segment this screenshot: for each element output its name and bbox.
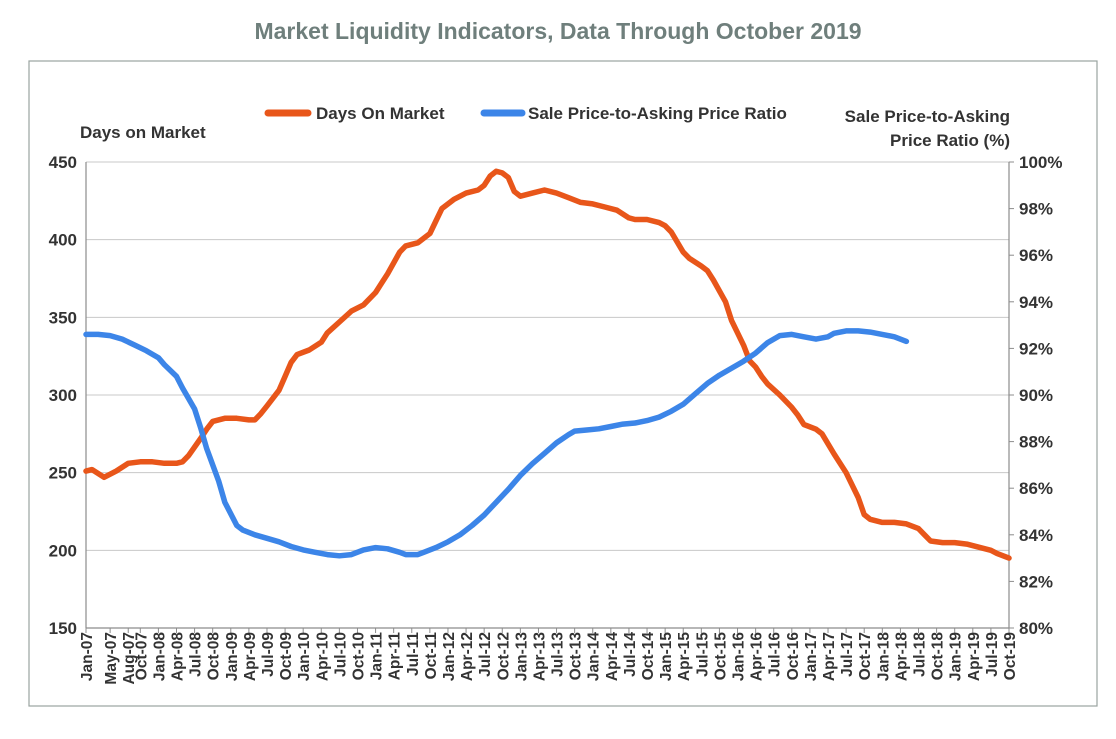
axes	[85, 161, 1014, 633]
x-tick-label: Apr-19	[966, 632, 983, 681]
x-tick-label: Jul-17	[839, 632, 856, 677]
x-tick-label: Jul-18	[912, 632, 929, 677]
x-tick-label: Oct-19	[1002, 632, 1019, 681]
right-tick-label: 82%	[1019, 572, 1053, 591]
series-line-days-on-market	[83, 168, 1012, 561]
x-tick-label: Oct-14	[640, 632, 657, 681]
x-tick-label: Jan-15	[658, 632, 675, 681]
x-tick-label: Jul-14	[622, 632, 639, 677]
x-tick-label: Apr-10	[314, 632, 331, 681]
x-tick-label: Jan-12	[441, 632, 458, 681]
chart-border	[28, 60, 1098, 707]
left-tick-label: 200	[49, 541, 77, 560]
x-tick-label: Oct-16	[785, 632, 802, 681]
legend: Days On Market Sale Price-to-Asking Pric…	[264, 104, 787, 123]
left-tick-label: 150	[49, 619, 77, 638]
chart-title: Market Liquidity Indicators, Data Throug…	[254, 18, 862, 44]
series-lines	[83, 168, 1012, 561]
x-tick-label: Oct-11	[423, 632, 440, 680]
left-axis-label: Days on Market	[80, 123, 206, 142]
left-tick-label: 250	[49, 464, 77, 483]
x-tick-label: Apr-14	[604, 632, 621, 681]
legend-label-price-ratio: Sale Price-to-Asking Price Ratio	[528, 104, 787, 123]
x-tick-label: May-07	[103, 632, 120, 685]
x-tick-label: Oct-15	[712, 632, 729, 681]
x-tick-label: Oct-13	[568, 632, 585, 681]
left-tick-label: 300	[49, 386, 77, 405]
x-tick-label: Jan-11	[369, 632, 386, 681]
x-tick-label: Apr-15	[676, 632, 693, 681]
left-tick-label: 400	[49, 231, 77, 250]
x-tick-label: Jan-09	[224, 632, 241, 681]
x-tick-label: Jul-19	[984, 632, 1001, 677]
right-tick-label: 98%	[1019, 200, 1053, 219]
x-tick-label: Aug-07	[121, 632, 138, 685]
x-tick-label: Jan-14	[586, 632, 603, 681]
x-tick-label: Jul-10	[332, 632, 349, 677]
x-tick-label: Jul-09	[260, 632, 277, 677]
series-line-price-ratio	[83, 328, 910, 559]
x-tick-label: Apr-08	[169, 632, 186, 681]
x-tick-label: Oct-18	[930, 632, 947, 681]
right-axis-label-line-2: Price Ratio (%)	[890, 131, 1010, 150]
x-tick-label: Oct-10	[350, 632, 367, 680]
x-tick-label: Apr-11	[387, 632, 404, 681]
x-tick-label: Jan-16	[731, 632, 748, 681]
x-tick-label: Jan-18	[875, 632, 892, 681]
right-axis-label-line-1: Sale Price-to-Asking	[845, 107, 1010, 126]
x-tick-label: Jul-11	[405, 632, 422, 676]
x-tick-label: Jul-12	[477, 632, 494, 677]
x-tick-label: Jan-13	[513, 632, 530, 681]
x-tick-label: Apr-16	[749, 632, 766, 681]
x-tick-label: Apr-09	[242, 632, 259, 681]
right-tick-label: 94%	[1019, 293, 1053, 312]
x-tick-label: Jul-13	[550, 632, 567, 677]
x-tick-label: Oct-07	[133, 632, 150, 680]
x-tick-label: Apr-12	[459, 632, 476, 681]
x-tick-label: Oct-08	[206, 632, 223, 681]
x-tick-label: Jul-15	[694, 632, 711, 677]
legend-label-days-on-market: Days On Market	[316, 104, 445, 123]
x-tick-label: Oct-12	[495, 632, 512, 680]
x-tick-label: Apr-13	[531, 632, 548, 681]
right-tick-label: 92%	[1019, 339, 1053, 358]
x-tick-label: Jan-19	[948, 632, 965, 681]
x-tick-label: Jan-10	[296, 632, 313, 681]
right-tick-label: 86%	[1019, 479, 1053, 498]
right-tick-label: 88%	[1019, 433, 1053, 452]
x-tick-label: Jul-16	[767, 632, 784, 677]
tick-labels: 150 200 250 300 350 400 450 80% 82% 84% 86% 88% 90% 9…	[49, 153, 1063, 685]
left-tick-label: 450	[49, 153, 77, 172]
right-tick-label: 100%	[1019, 153, 1062, 172]
left-tick-label: 350	[49, 308, 77, 327]
x-tick-label: Jul-08	[188, 632, 205, 677]
x-tick-label: Oct-17	[857, 632, 874, 680]
right-tick-label: 80%	[1019, 619, 1053, 638]
x-tick-label: Jan-17	[803, 632, 820, 681]
x-tick-label: Apr-18	[893, 632, 910, 681]
right-tick-label: 84%	[1019, 526, 1053, 545]
x-tick-label: Jan-07	[79, 632, 96, 681]
x-tick-label: Jan-08	[151, 632, 168, 681]
x-tick-label: Oct-09	[278, 632, 295, 681]
right-tick-label: 96%	[1019, 246, 1053, 265]
x-tick-label: Apr-17	[821, 632, 838, 681]
right-tick-label: 90%	[1019, 386, 1053, 405]
gridlines	[86, 161, 1009, 551]
